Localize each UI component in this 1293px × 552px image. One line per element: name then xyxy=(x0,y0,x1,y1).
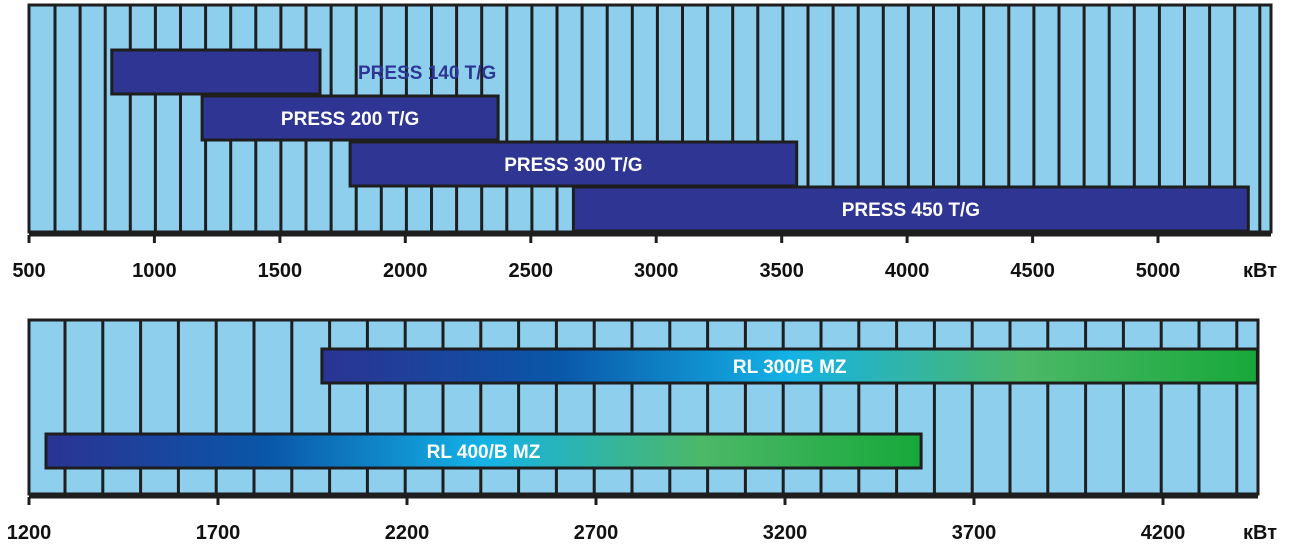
bar-label: PRESS 450 T/G xyxy=(842,200,980,221)
range-bar xyxy=(110,48,322,96)
range-bar xyxy=(44,432,923,470)
range-bar xyxy=(571,185,1250,233)
x-tick-label: 2500 xyxy=(509,260,554,282)
range-bar xyxy=(348,140,799,188)
chart-panel-2: RL 300/B MZ RL 400/B MZ 1200 1700 2200 2700 32… xyxy=(7,318,1277,544)
x-tick-label: 3200 xyxy=(763,522,808,544)
x-tick-label: 4200 xyxy=(1141,522,1186,544)
x-tick-label: 500 xyxy=(12,260,45,282)
x-tick-label: 1000 xyxy=(132,260,177,282)
bar-label: RL 400/B MZ xyxy=(427,442,541,463)
bar-label: RL 300/B MZ xyxy=(733,357,847,378)
x-tick-label: 3700 xyxy=(952,522,997,544)
bar-label: PRESS 300 T/G xyxy=(504,155,642,176)
bar-label: PRESS 200 T/G xyxy=(281,109,419,130)
x-tick-label: 4500 xyxy=(1010,260,1055,282)
x-tick-label: 1200 xyxy=(7,522,52,544)
x-tick-label: 1500 xyxy=(258,260,303,282)
unit-label: кВт xyxy=(1243,260,1277,282)
x-tick-label: 2700 xyxy=(574,522,619,544)
range-bar xyxy=(200,94,500,142)
x-tick-label: 2200 xyxy=(385,522,430,544)
x-tick-label: 1700 xyxy=(196,522,241,544)
unit-label: кВт xyxy=(1243,522,1277,544)
x-tick-label: 2000 xyxy=(383,260,428,282)
x-tick-label: 5000 xyxy=(1136,260,1181,282)
bar-label: PRESS 140 T/G xyxy=(358,63,496,84)
range-bar xyxy=(320,347,1259,385)
x-tick-label: 4000 xyxy=(885,260,930,282)
chart-panel-1: PRESS 140 T/G PRESS 200 T/G PRESS 300 T/G P… xyxy=(12,3,1277,282)
x-tick-label: 3000 xyxy=(634,260,679,282)
x-tick-label: 3500 xyxy=(759,260,804,282)
